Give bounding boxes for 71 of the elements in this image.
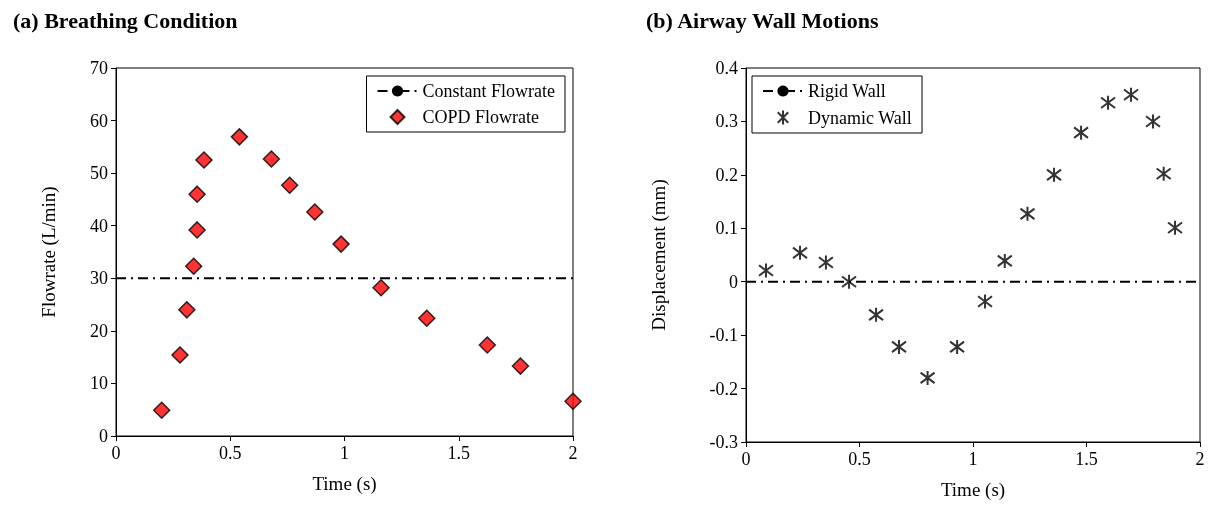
point — [372, 279, 390, 297]
point — [1145, 113, 1162, 130]
x-tick-label: 0 — [111, 443, 121, 463]
point — [891, 338, 907, 355]
legend-label: Dynamic Wall — [808, 107, 912, 128]
point — [188, 185, 206, 203]
x-tick-label: 2 — [568, 443, 578, 463]
y-tick-label: 0.3 — [715, 111, 738, 132]
y-tick-label: -0.1 — [709, 325, 738, 346]
point — [332, 235, 350, 253]
point — [792, 244, 809, 261]
y-tick-label: 10 — [90, 373, 108, 394]
x-tick-label: 1.5 — [1075, 449, 1098, 469]
y-tick-label: 0 — [729, 271, 738, 292]
point — [868, 306, 885, 323]
point — [1100, 94, 1117, 111]
point — [280, 176, 299, 194]
point — [178, 301, 196, 319]
point — [230, 128, 249, 146]
x-tick-label: 1 — [340, 443, 349, 463]
x-tick-label: 1 — [968, 449, 978, 469]
y-tick-label: 40 — [90, 215, 108, 236]
y-tick-label: 0 — [99, 426, 108, 446]
y-tick-label: 20 — [90, 320, 108, 341]
y-tick-label: 70 — [90, 58, 108, 78]
point — [152, 401, 171, 419]
legend-label: Constant Flowrate — [422, 81, 556, 101]
point — [511, 357, 530, 375]
point — [1019, 205, 1036, 222]
y-tick-label: 0.1 — [715, 218, 738, 239]
point — [757, 262, 774, 279]
legend-label: Rigid Wall — [808, 81, 886, 101]
point — [996, 252, 1013, 269]
legend-label: COPD Flowrate — [422, 107, 540, 127]
point — [919, 369, 936, 386]
y-tick-label: 0.4 — [715, 58, 738, 78]
point — [188, 221, 206, 239]
point — [418, 309, 436, 327]
point — [1122, 86, 1139, 103]
x-tick-label: 0 — [741, 449, 751, 469]
point — [977, 293, 994, 310]
x-tick-label: 0.5 — [219, 443, 242, 463]
y-tick-label: 60 — [90, 110, 108, 131]
point — [1167, 219, 1184, 236]
point — [171, 346, 189, 364]
point — [262, 150, 281, 168]
x-axis-title: Time (s) — [312, 473, 377, 495]
point — [564, 392, 582, 411]
point — [306, 203, 324, 221]
x-tick-label: 1.5 — [447, 443, 470, 463]
point — [1155, 165, 1172, 182]
point — [1046, 166, 1063, 183]
x-axis-title: Time (s) — [940, 479, 1006, 501]
point — [478, 336, 497, 354]
x-tick-label: 0.5 — [848, 449, 871, 469]
chart-title: (b) Airway Wall Motions — [646, 7, 879, 33]
point — [195, 151, 213, 169]
point — [841, 273, 858, 290]
y-axis-title: Flowrate (L/min) — [38, 186, 60, 318]
point — [184, 257, 203, 275]
y-tick-label: 50 — [90, 163, 108, 184]
y-tick-label: -0.2 — [709, 378, 738, 399]
point — [817, 254, 834, 271]
point — [1073, 124, 1090, 141]
y-tick-label: -0.3 — [709, 432, 738, 452]
y-tick-label: 0.2 — [715, 164, 738, 185]
point — [949, 338, 966, 355]
y-axis-title: Displacement (mm) — [648, 179, 670, 331]
x-tick-label: 2 — [1195, 449, 1205, 469]
y-tick-label: 30 — [90, 268, 108, 289]
chart-title: (a) Breathing Condition — [13, 7, 238, 33]
